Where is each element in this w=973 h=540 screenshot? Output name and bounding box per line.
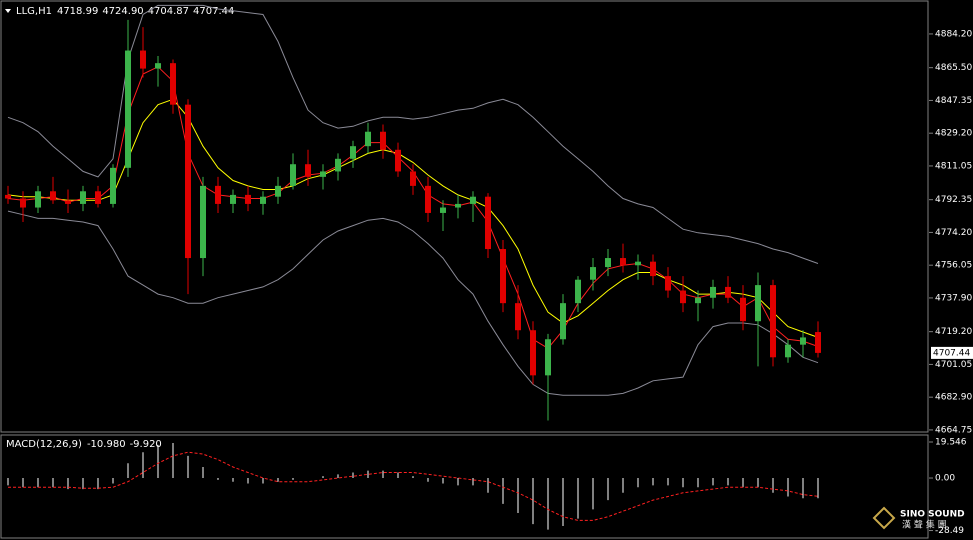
candle-body [350, 146, 356, 159]
y-tick-label: 4792.35 [935, 195, 972, 205]
watermark-logo [872, 506, 896, 530]
y-tick-label: 4847.35 [935, 96, 972, 106]
y-tick-label: 19.546 [935, 437, 967, 447]
last-price-box [931, 346, 973, 359]
y-tick-label: 0.00 [935, 474, 955, 484]
candle-body [590, 267, 596, 280]
candle-body [275, 185, 281, 197]
candle-body [80, 191, 86, 204]
candle-body [725, 286, 731, 298]
macd-panel-frame [0, 434, 929, 539]
header-value: 4704.87 [148, 6, 189, 17]
candle-body [575, 279, 581, 304]
y-tick-label: 4865.50 [935, 63, 972, 73]
candle-body [320, 171, 326, 177]
candle-body [485, 196, 491, 250]
candle-body [650, 261, 656, 277]
candle-body [5, 194, 11, 199]
candle-body [35, 191, 41, 208]
candle-body [155, 63, 161, 69]
candle-body [245, 194, 251, 204]
candle-body [680, 290, 686, 304]
candle-body [470, 196, 476, 204]
candle-body [740, 297, 746, 322]
y-tick-label: 4719.20 [935, 327, 972, 337]
main-panel-frame [0, 0, 929, 433]
y-tick-label: 4774.20 [935, 228, 972, 238]
last-price-label: 4707.44 [933, 348, 970, 358]
candle-body [545, 339, 551, 376]
header-value: -10.980 [87, 439, 126, 450]
candle-body [20, 198, 26, 208]
header-value: -9.920 [130, 439, 162, 450]
y-tick-label: 4811.05 [935, 161, 972, 171]
y-tick-label: 4884.20 [935, 29, 972, 39]
candle-body [170, 63, 176, 105]
candle-body [305, 164, 311, 177]
panel-header: MACD(12,26,9) -10.980 -9.920 [6, 439, 162, 450]
candle-body [185, 104, 191, 259]
candle-body [605, 258, 611, 268]
candle-body [455, 203, 461, 208]
y-tick-label: 4664.75 [935, 425, 972, 435]
panel-title: LLG,H1 [16, 6, 52, 17]
header-value: 4718.99 [57, 6, 98, 17]
panel-title: MACD(12,26,9) [6, 439, 82, 450]
candle-body [440, 207, 446, 213]
header-value: 4724.90 [102, 6, 143, 17]
candle-body [410, 171, 416, 186]
candle-body [110, 167, 116, 204]
indicator-line [7, 210, 819, 396]
watermark: SINO SOUND 漢 聲 集 團 [872, 506, 965, 531]
candle-body [260, 196, 266, 204]
candle-body [395, 149, 401, 172]
y-tick-label: 4829.20 [935, 129, 972, 139]
indicator-line [7, 4, 819, 264]
y-tick-label: 4756.05 [935, 261, 972, 271]
panel-header: LLG,H1 4718.99 4724.90 4704.87 4707.44 [16, 6, 234, 17]
candle-body [200, 185, 206, 259]
y-tick-label: 4701.05 [935, 360, 972, 370]
watermark-brand: SINO SOUND [900, 510, 965, 520]
candle-body [500, 249, 506, 304]
candle-body [515, 303, 521, 331]
candle-body [785, 344, 791, 358]
candle-body [50, 191, 56, 201]
candle-body [620, 258, 626, 266]
candle-body [800, 337, 806, 345]
watermark-subtitle: 漢 聲 集 團 [902, 519, 947, 531]
candle-body [335, 158, 341, 172]
candle-body [65, 200, 71, 204]
y-tick-label: 4682.90 [935, 393, 972, 403]
candle-body [770, 285, 776, 358]
candle-body [695, 297, 701, 304]
candle-body [530, 330, 536, 376]
candle-body [140, 50, 146, 69]
candle-body [815, 332, 821, 353]
candle-body [425, 185, 431, 213]
header-value: 4707.44 [193, 6, 234, 17]
y-tick-label: 4737.90 [935, 293, 972, 303]
candle-body [635, 261, 641, 266]
candle-body [665, 276, 671, 291]
candle-body [125, 50, 131, 168]
candle-body [215, 185, 221, 204]
candle-body [560, 303, 566, 340]
candle-body [290, 164, 296, 186]
candle-body [710, 286, 716, 298]
panel-menu-icon [5, 9, 11, 13]
candle-body [380, 131, 386, 150]
candle-body [230, 194, 236, 204]
candle-body [365, 131, 371, 147]
candle-body [95, 191, 101, 204]
signal-line [8, 451, 819, 521]
y-tick-label: -28.49 [935, 526, 964, 536]
candle-body [755, 285, 761, 322]
